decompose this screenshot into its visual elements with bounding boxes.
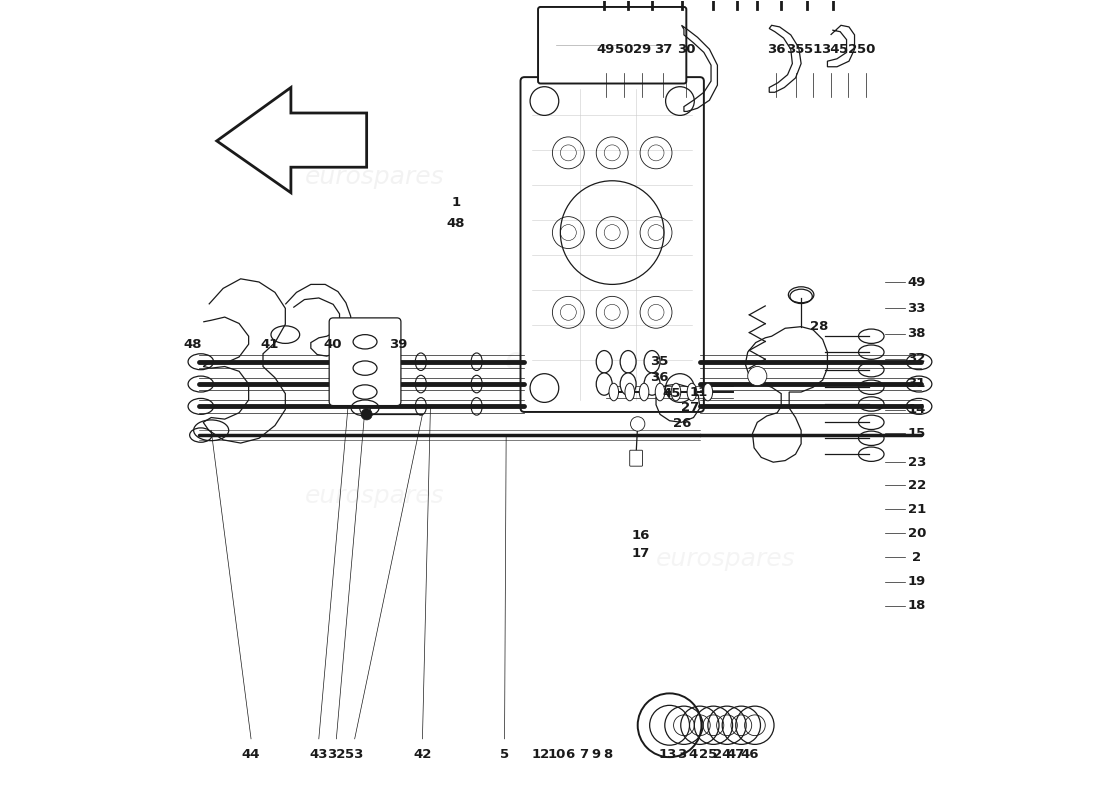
Text: 8: 8 (604, 748, 613, 762)
Text: 29: 29 (634, 42, 651, 56)
Text: 48: 48 (184, 338, 202, 350)
Text: 49: 49 (908, 275, 926, 289)
Ellipse shape (656, 383, 664, 401)
Text: 50: 50 (615, 42, 634, 56)
Text: 34: 34 (822, 42, 840, 56)
Text: 37: 37 (654, 42, 672, 56)
Text: eurospares: eurospares (305, 484, 444, 508)
Text: 38: 38 (908, 327, 926, 340)
FancyBboxPatch shape (538, 7, 686, 83)
Text: 51: 51 (804, 42, 822, 56)
Text: 3: 3 (676, 748, 686, 762)
Text: 21: 21 (908, 502, 926, 516)
Text: 32: 32 (327, 748, 345, 762)
Text: 22: 22 (908, 479, 926, 492)
Circle shape (748, 366, 767, 386)
Text: 35: 35 (786, 42, 805, 56)
Text: 47: 47 (727, 748, 745, 762)
Text: 36: 36 (767, 42, 785, 56)
Text: 28: 28 (811, 320, 828, 333)
Ellipse shape (688, 383, 696, 401)
Ellipse shape (671, 383, 681, 401)
Circle shape (630, 417, 645, 431)
Text: 45: 45 (662, 387, 681, 400)
Text: 6: 6 (565, 748, 574, 762)
Ellipse shape (596, 373, 613, 395)
Ellipse shape (620, 373, 636, 395)
Ellipse shape (609, 383, 618, 401)
FancyBboxPatch shape (629, 450, 642, 466)
Text: 14: 14 (908, 403, 926, 416)
Text: 42: 42 (414, 748, 431, 762)
Text: 19: 19 (908, 575, 926, 588)
Ellipse shape (645, 373, 660, 395)
Text: 36: 36 (650, 371, 669, 384)
Text: 11: 11 (690, 386, 707, 398)
Circle shape (361, 409, 372, 420)
Text: 35: 35 (650, 355, 669, 368)
Ellipse shape (645, 350, 660, 373)
Text: 10: 10 (547, 748, 565, 762)
Text: 13: 13 (659, 748, 678, 762)
Ellipse shape (620, 350, 636, 373)
Ellipse shape (639, 383, 649, 401)
FancyBboxPatch shape (520, 77, 704, 412)
Text: 26: 26 (673, 418, 692, 430)
Text: 33: 33 (908, 302, 926, 315)
Text: 52: 52 (839, 42, 857, 56)
Text: eurospares: eurospares (305, 165, 444, 189)
Text: 9: 9 (592, 748, 601, 762)
Text: 12: 12 (531, 748, 550, 762)
Text: 5: 5 (500, 748, 509, 762)
Text: 16: 16 (631, 529, 650, 542)
Text: eurospares: eurospares (505, 346, 675, 374)
Text: 4: 4 (689, 748, 698, 762)
Text: 39: 39 (389, 338, 408, 350)
Text: 46: 46 (740, 748, 759, 762)
Text: 40: 40 (323, 338, 342, 350)
Ellipse shape (596, 350, 613, 373)
Text: 44: 44 (242, 748, 261, 762)
Text: 43: 43 (309, 748, 328, 762)
Text: eurospares: eurospares (656, 547, 795, 571)
Text: 25: 25 (698, 748, 717, 762)
Text: 7: 7 (579, 748, 588, 762)
Text: 20: 20 (908, 526, 926, 540)
Text: 2: 2 (912, 550, 922, 563)
Text: 23: 23 (908, 456, 926, 469)
Text: 24: 24 (713, 748, 732, 762)
Text: 17: 17 (631, 546, 650, 559)
Text: 53: 53 (345, 748, 364, 762)
Text: 32: 32 (908, 352, 926, 365)
Text: 27: 27 (681, 402, 700, 414)
Text: 30: 30 (678, 42, 695, 56)
Text: 50: 50 (857, 42, 874, 56)
Text: 48: 48 (447, 217, 465, 230)
Ellipse shape (703, 383, 713, 401)
Ellipse shape (625, 383, 635, 401)
Text: 41: 41 (261, 338, 278, 350)
FancyBboxPatch shape (329, 318, 400, 406)
Text: 1: 1 (451, 196, 461, 209)
Text: 18: 18 (908, 599, 926, 612)
Text: 49: 49 (596, 42, 615, 56)
Text: 31: 31 (908, 377, 926, 390)
Text: 15: 15 (908, 427, 926, 440)
